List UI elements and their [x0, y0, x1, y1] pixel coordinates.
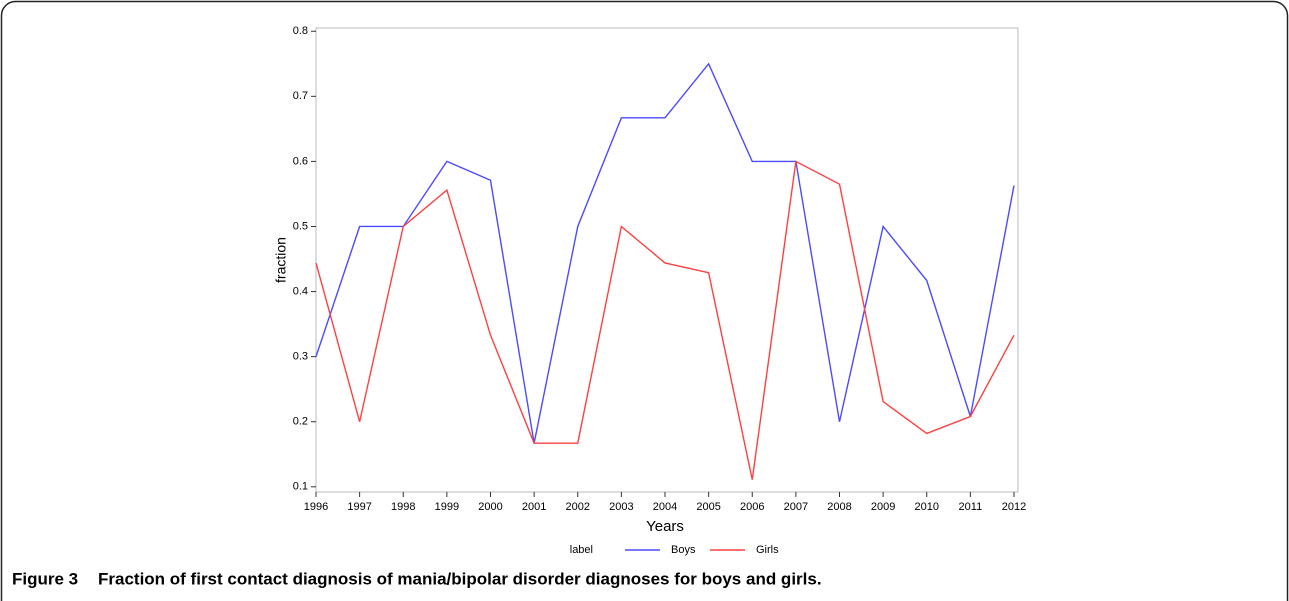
y-tick-label: 0.1: [293, 481, 308, 493]
x-tick-label: 2000: [478, 501, 502, 513]
x-tick-label: 2004: [653, 501, 677, 513]
y-tick-label: 0.2: [293, 416, 308, 428]
x-tick-label: 1996: [304, 501, 328, 513]
y-tick-label: 0.3: [293, 351, 308, 363]
x-tick-label: 2006: [740, 501, 764, 513]
y-tick-label: 0.4: [293, 285, 308, 297]
data-line: [315, 160, 1015, 480]
x-axis-label: Years: [646, 518, 684, 535]
x-tick-label: 2008: [827, 501, 851, 513]
x-tick-label: 2002: [566, 501, 590, 513]
legend-label: Girls: [756, 544, 779, 556]
y-tick-label: 0.6: [293, 155, 308, 167]
caption-label: Figure 3: [12, 569, 78, 588]
legend-label: Boys: [671, 544, 696, 556]
data-line: [315, 62, 1015, 444]
x-tick-label: 2010: [915, 501, 939, 513]
y-tick-label: 0.7: [293, 90, 308, 102]
x-tick-label: 2011: [959, 501, 983, 513]
x-tick-label: 1999: [435, 501, 459, 513]
x-tick-label: 2001: [522, 501, 546, 513]
x-tick-label: 2009: [871, 501, 895, 513]
x-tick-label: 1998: [391, 501, 415, 513]
plot-frame: [315, 27, 1019, 493]
y-tick-label: 0.5: [293, 220, 308, 232]
caption-text: Fraction of first contact diagnosis of m…: [98, 569, 822, 588]
x-tick-label: 2007: [784, 501, 808, 513]
legend-title: label: [570, 544, 593, 556]
x-tick-label: 2012: [1002, 501, 1026, 513]
x-tick-label: 2003: [609, 501, 633, 513]
y-axis-label: fraction: [273, 237, 289, 283]
y-tick-label: 0.8: [293, 25, 308, 37]
x-tick-label: 1997: [347, 501, 371, 513]
x-tick-label: 2005: [696, 501, 720, 513]
